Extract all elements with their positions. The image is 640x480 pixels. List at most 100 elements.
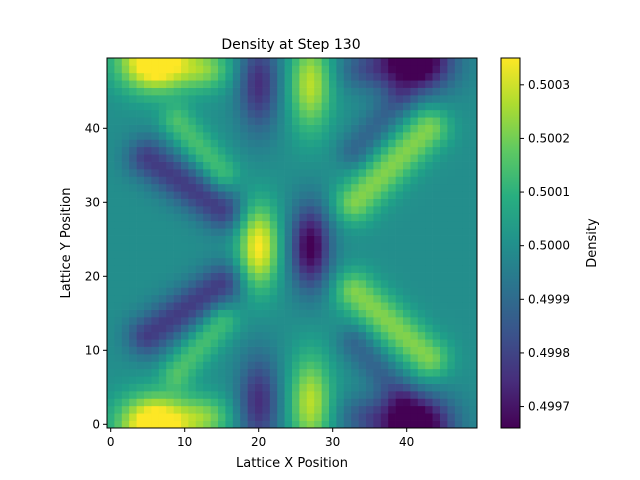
heatmap-cell — [232, 80, 241, 88]
heatmap-cell — [336, 317, 345, 325]
heatmap-cell — [247, 117, 256, 125]
heatmap-cell — [114, 72, 123, 81]
heatmap-cell — [269, 65, 278, 74]
heatmap-cell — [321, 391, 330, 399]
heatmap-cell — [469, 272, 478, 281]
heatmap-cell — [447, 235, 456, 244]
heatmap-cell — [240, 368, 248, 377]
heatmap-cell — [336, 206, 345, 214]
colorbar-tick-label: 0.5002 — [528, 131, 570, 145]
heatmap-cell — [388, 95, 396, 103]
heatmap-cell — [351, 80, 359, 88]
heatmap-cell — [299, 280, 308, 288]
heatmap-cell — [314, 420, 322, 429]
heatmap-cell — [373, 80, 382, 88]
heatmap-cell — [329, 132, 337, 140]
heatmap-cell — [380, 361, 389, 370]
heatmap-cell — [329, 235, 337, 244]
heatmap-cell — [440, 339, 448, 347]
heatmap-cell — [380, 346, 389, 355]
heatmap-cell — [144, 383, 152, 392]
heatmap-cell — [144, 294, 152, 303]
heatmap-cell — [388, 176, 396, 185]
heatmap-cell — [173, 324, 182, 333]
heatmap-cell — [225, 220, 234, 229]
heatmap-cell — [107, 235, 115, 244]
heatmap-cell — [269, 235, 278, 244]
heatmap-cell — [447, 243, 456, 251]
heatmap-cell — [158, 361, 167, 370]
heatmap-cell — [255, 228, 263, 236]
heatmap-cell — [195, 198, 204, 207]
heatmap-cell — [417, 176, 426, 185]
heatmap-cell — [218, 176, 226, 185]
heatmap-cell — [299, 139, 308, 148]
heatmap-cell — [269, 206, 278, 214]
heatmap-cell — [432, 169, 441, 177]
heatmap-cell — [410, 58, 419, 66]
heatmap-cell — [388, 420, 396, 429]
heatmap-cell — [210, 339, 219, 347]
heatmap-cell — [410, 213, 419, 222]
heatmap-cell — [410, 346, 419, 355]
heatmap-cell — [203, 220, 211, 229]
heatmap-cell — [284, 228, 293, 236]
heatmap-cell — [321, 183, 330, 192]
heatmap-cell — [232, 413, 241, 421]
heatmap-cell — [380, 287, 389, 296]
heatmap-cell — [292, 294, 300, 303]
heatmap-cell — [247, 383, 256, 392]
heatmap-cell — [144, 331, 152, 340]
heatmap-cell — [417, 235, 426, 244]
heatmap-cell — [114, 272, 123, 281]
heatmap-cell — [121, 191, 130, 199]
heatmap-cell — [306, 146, 315, 155]
heatmap-cell — [151, 398, 160, 407]
heatmap-cell — [299, 161, 308, 170]
heatmap-cell — [373, 272, 382, 281]
heatmap-cell — [107, 80, 115, 88]
heatmap-cell — [395, 102, 404, 111]
heatmap-cell — [262, 272, 271, 281]
heatmap-cell — [299, 398, 308, 407]
heatmap-cell — [462, 80, 470, 88]
heatmap-cell — [395, 243, 404, 251]
heatmap-cell — [107, 405, 115, 414]
heatmap-cell — [210, 80, 219, 88]
heatmap-cell — [232, 361, 241, 370]
heatmap-cell — [373, 58, 382, 66]
heatmap-cell — [358, 198, 367, 207]
heatmap-cell — [262, 368, 271, 377]
heatmap-cell — [232, 257, 241, 266]
heatmap-cell — [166, 191, 174, 199]
heatmap-cell — [262, 346, 271, 355]
heatmap-cell — [462, 361, 470, 370]
heatmap-cell — [203, 354, 211, 362]
heatmap-cell — [269, 317, 278, 325]
heatmap-cell — [292, 228, 300, 236]
heatmap-cell — [166, 154, 174, 162]
heatmap-cell — [181, 176, 189, 185]
heatmap-cell — [299, 376, 308, 384]
heatmap-cell — [107, 376, 115, 384]
heatmap-cell — [195, 280, 204, 288]
heatmap-cell — [321, 280, 330, 288]
heatmap-cell — [232, 228, 241, 236]
heatmap-cell — [210, 191, 219, 199]
heatmap-cell — [269, 117, 278, 125]
heatmap-cell — [166, 287, 174, 296]
heatmap-cell — [410, 235, 419, 244]
heatmap-cell — [314, 324, 322, 333]
heatmap-cell — [417, 191, 426, 199]
heatmap-cell — [284, 257, 293, 266]
heatmap-cell — [188, 235, 197, 244]
heatmap-cell — [247, 243, 256, 251]
heatmap-cell — [203, 58, 211, 66]
heatmap-cell — [447, 383, 456, 392]
heatmap-cell — [269, 250, 278, 259]
heatmap-cell — [358, 250, 367, 259]
heatmap-cell — [469, 309, 478, 318]
heatmap-cell — [469, 361, 478, 370]
heatmap-cell — [321, 124, 330, 133]
heatmap-cell — [195, 287, 204, 296]
